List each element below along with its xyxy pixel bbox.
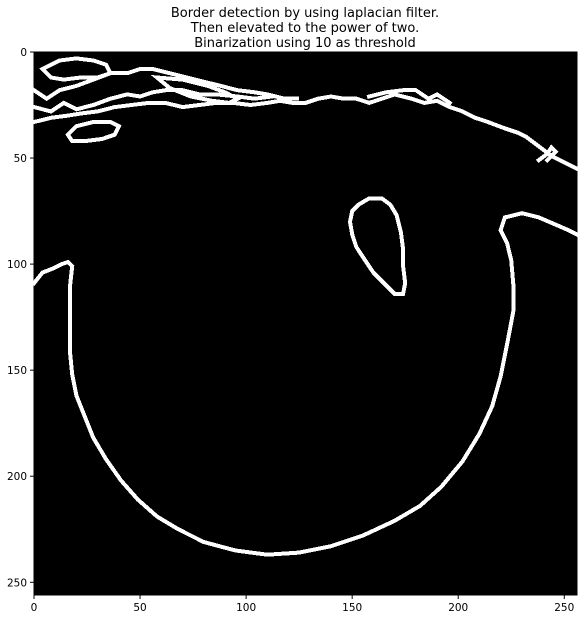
chart-title-line-1: Border detection by using laplacian filt… bbox=[171, 6, 439, 21]
y-tick-label: 50 bbox=[14, 153, 27, 165]
edge-contour-right-edge-flick bbox=[535, 144, 559, 164]
edge-layer bbox=[31, 56, 580, 557]
edge-contour-hair-strand-2 bbox=[31, 67, 299, 102]
y-tick-label: 250 bbox=[7, 577, 27, 589]
edge-contour-small-loop-left bbox=[65, 120, 122, 144]
x-tick-label: 250 bbox=[554, 602, 574, 614]
edge-contour-hair-edge bbox=[31, 92, 580, 172]
x-tick-label: 150 bbox=[342, 602, 362, 614]
image-background bbox=[33, 51, 578, 596]
y-tick-label: 100 bbox=[7, 259, 27, 271]
axis-ticks: 0 50 100 150 200 250 0 50 100 150 200 250 bbox=[7, 47, 574, 614]
x-tick-label: 0 bbox=[31, 602, 38, 614]
x-tick-label: 200 bbox=[448, 602, 468, 614]
y-tick-label: 150 bbox=[7, 365, 27, 377]
y-tick-label: 0 bbox=[20, 47, 27, 59]
chart-title-line-2: Then elevated to the power of two. bbox=[190, 21, 420, 36]
edge-contour-eye-loop bbox=[347, 196, 408, 296]
edge-contour-face-outline bbox=[31, 211, 580, 557]
y-tick-label: 200 bbox=[7, 471, 27, 483]
chart-title-line-3: Binarization using 10 as threshold bbox=[194, 36, 416, 51]
x-tick-label: 100 bbox=[236, 602, 256, 614]
x-tick-label: 50 bbox=[133, 602, 146, 614]
edge-contour-hair-loop-2 bbox=[150, 74, 243, 105]
edge-contour-hair-loop-1 bbox=[39, 56, 114, 82]
edge-contour-hair-strip-right bbox=[366, 88, 453, 106]
